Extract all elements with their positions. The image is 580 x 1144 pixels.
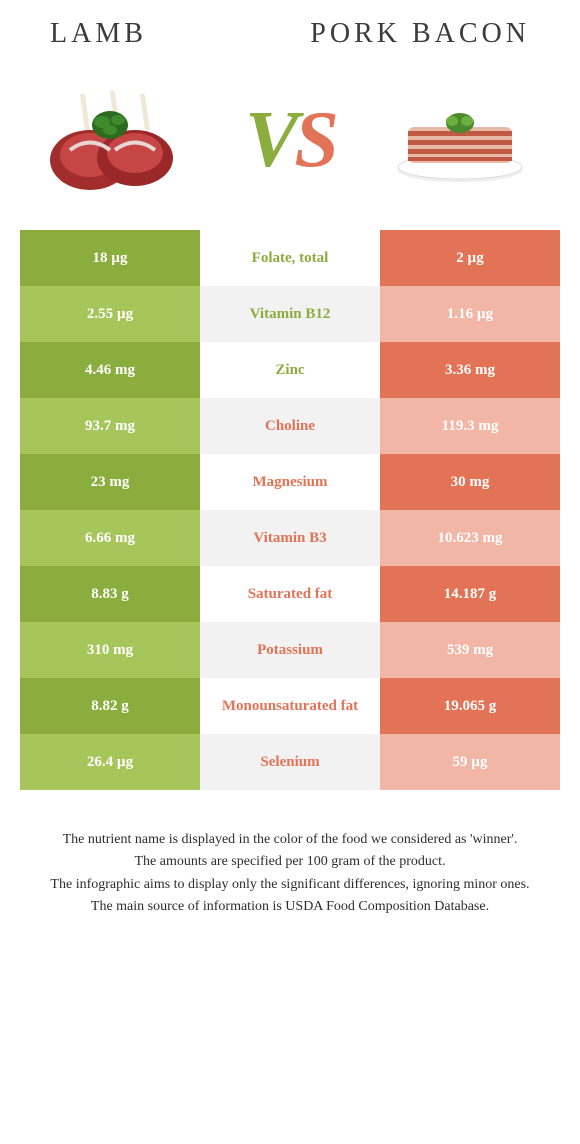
nutrient-label: Saturated fat: [200, 566, 380, 622]
footnote-line: The amounts are specified per 100 gram o…: [30, 852, 550, 872]
lamb-image: [40, 80, 200, 200]
bacon-image: [380, 80, 540, 200]
right-food-title: Pork Bacon: [310, 18, 530, 50]
header-row: Lamb Pork Bacon: [0, 0, 580, 60]
right-value: 2 µg: [380, 230, 560, 286]
nutrient-label: Potassium: [200, 622, 380, 678]
right-value: 19.065 g: [380, 678, 560, 734]
left-value: 310 mg: [20, 622, 200, 678]
table-row: 4.46 mgZinc3.36 mg: [20, 342, 560, 398]
right-value: 3.36 mg: [380, 342, 560, 398]
nutrient-table: 18 µgFolate, total2 µg2.55 µgVitamin B12…: [20, 230, 560, 790]
right-value: 30 mg: [380, 454, 560, 510]
hero-row: VS: [0, 60, 580, 230]
right-value: 119.3 mg: [380, 398, 560, 454]
left-value: 6.66 mg: [20, 510, 200, 566]
left-value: 2.55 µg: [20, 286, 200, 342]
table-row: 310 mgPotassium539 mg: [20, 622, 560, 678]
vs-s: S: [294, 96, 335, 184]
vs-v: V: [245, 96, 294, 184]
right-value: 59 µg: [380, 734, 560, 790]
nutrient-label: Zinc: [200, 342, 380, 398]
nutrient-label: Vitamin B12: [200, 286, 380, 342]
right-value: 14.187 g: [380, 566, 560, 622]
left-value: 8.83 g: [20, 566, 200, 622]
table-row: 93.7 mgCholine119.3 mg: [20, 398, 560, 454]
footnotes: The nutrient name is displayed in the co…: [0, 790, 580, 917]
left-value: 23 mg: [20, 454, 200, 510]
left-value: 93.7 mg: [20, 398, 200, 454]
nutrient-label: Vitamin B3: [200, 510, 380, 566]
footnote-line: The main source of information is USDA F…: [30, 897, 550, 917]
footnote-line: The nutrient name is displayed in the co…: [30, 830, 550, 850]
table-row: 26.4 µgSelenium59 µg: [20, 734, 560, 790]
table-row: 2.55 µgVitamin B121.16 µg: [20, 286, 560, 342]
left-value: 4.46 mg: [20, 342, 200, 398]
table-row: 6.66 mgVitamin B310.623 mg: [20, 510, 560, 566]
table-row: 23 mgMagnesium30 mg: [20, 454, 560, 510]
right-value: 1.16 µg: [380, 286, 560, 342]
footnote-line: The infographic aims to display only the…: [30, 875, 550, 895]
left-value: 8.82 g: [20, 678, 200, 734]
left-value: 18 µg: [20, 230, 200, 286]
vs-label: VS: [245, 95, 335, 186]
nutrient-label: Choline: [200, 398, 380, 454]
nutrient-label: Folate, total: [200, 230, 380, 286]
left-food-title: Lamb: [50, 18, 147, 50]
nutrient-label: Selenium: [200, 734, 380, 790]
table-row: 18 µgFolate, total2 µg: [20, 230, 560, 286]
left-value: 26.4 µg: [20, 734, 200, 790]
table-row: 8.82 gMonounsaturated fat19.065 g: [20, 678, 560, 734]
nutrient-label: Magnesium: [200, 454, 380, 510]
nutrient-label: Monounsaturated fat: [200, 678, 380, 734]
right-value: 539 mg: [380, 622, 560, 678]
table-row: 8.83 gSaturated fat14.187 g: [20, 566, 560, 622]
right-value: 10.623 mg: [380, 510, 560, 566]
